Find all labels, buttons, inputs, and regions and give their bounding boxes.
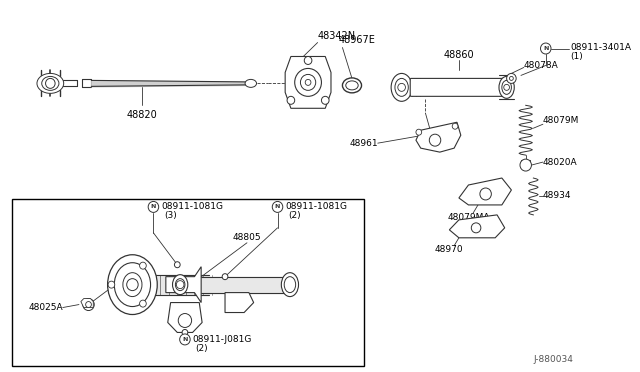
Circle shape — [272, 202, 283, 212]
Text: 08911-J081G: 08911-J081G — [193, 335, 252, 344]
Text: 08911-1081G: 08911-1081G — [285, 202, 347, 211]
Circle shape — [471, 223, 481, 233]
Circle shape — [45, 78, 55, 89]
Circle shape — [140, 300, 147, 307]
Text: 48934: 48934 — [543, 192, 572, 201]
Ellipse shape — [173, 275, 188, 295]
Ellipse shape — [499, 76, 515, 98]
Circle shape — [507, 73, 516, 83]
Circle shape — [305, 79, 311, 86]
Circle shape — [300, 74, 316, 90]
Ellipse shape — [245, 79, 257, 87]
Circle shape — [83, 299, 94, 311]
Text: (2): (2) — [195, 344, 208, 353]
Text: (3): (3) — [164, 211, 177, 220]
FancyBboxPatch shape — [410, 78, 508, 96]
Ellipse shape — [391, 73, 412, 101]
Circle shape — [148, 202, 159, 212]
Circle shape — [287, 96, 294, 104]
Ellipse shape — [108, 255, 157, 314]
Text: 48342N: 48342N — [317, 31, 356, 41]
Circle shape — [504, 84, 509, 90]
Circle shape — [140, 262, 147, 269]
Text: N: N — [151, 205, 156, 209]
Polygon shape — [416, 122, 461, 152]
Text: 48079MA: 48079MA — [447, 214, 490, 222]
Text: 48020A: 48020A — [543, 158, 577, 167]
Text: N: N — [182, 337, 188, 342]
Text: 48967E: 48967E — [339, 35, 375, 45]
Polygon shape — [168, 302, 202, 333]
Text: 48961: 48961 — [349, 139, 378, 148]
Text: 08911-3401A: 08911-3401A — [571, 43, 632, 52]
Text: 48078A: 48078A — [524, 61, 559, 70]
Text: 48079M: 48079M — [543, 116, 579, 125]
Circle shape — [180, 334, 190, 345]
Circle shape — [398, 83, 405, 92]
Circle shape — [108, 281, 115, 288]
Text: N: N — [543, 46, 548, 51]
Circle shape — [179, 314, 191, 327]
Text: 48025A: 48025A — [28, 303, 63, 312]
Ellipse shape — [342, 78, 362, 93]
Circle shape — [520, 159, 531, 171]
Ellipse shape — [282, 273, 298, 296]
Circle shape — [177, 280, 184, 289]
Text: (2): (2) — [288, 211, 301, 220]
Polygon shape — [449, 215, 505, 238]
Circle shape — [294, 68, 321, 96]
Ellipse shape — [395, 78, 408, 96]
Text: 48970: 48970 — [435, 245, 463, 254]
Text: 48805: 48805 — [233, 233, 261, 242]
Text: (1): (1) — [571, 52, 583, 61]
Ellipse shape — [42, 76, 59, 90]
Ellipse shape — [284, 277, 296, 293]
Circle shape — [509, 76, 513, 80]
Polygon shape — [225, 293, 253, 312]
Ellipse shape — [346, 81, 358, 90]
Circle shape — [541, 43, 551, 54]
Circle shape — [321, 96, 329, 104]
Polygon shape — [459, 178, 511, 205]
Circle shape — [222, 274, 228, 280]
Circle shape — [480, 188, 492, 200]
Ellipse shape — [123, 273, 142, 296]
Text: 08911-1081G: 08911-1081G — [161, 202, 223, 211]
Text: 48860: 48860 — [444, 51, 474, 61]
Circle shape — [452, 123, 458, 129]
Ellipse shape — [37, 73, 64, 93]
Polygon shape — [81, 299, 93, 308]
Circle shape — [175, 262, 180, 268]
Ellipse shape — [115, 263, 150, 307]
Text: J-880034: J-880034 — [534, 355, 573, 364]
Text: N: N — [275, 205, 280, 209]
Polygon shape — [285, 57, 331, 108]
Bar — [521, 160, 531, 166]
Circle shape — [429, 134, 441, 146]
Circle shape — [127, 279, 138, 291]
Polygon shape — [166, 267, 201, 302]
Text: 48820: 48820 — [127, 110, 157, 120]
Circle shape — [86, 302, 92, 308]
Circle shape — [416, 129, 422, 135]
Circle shape — [182, 330, 188, 336]
Bar — [12, 199, 364, 366]
Ellipse shape — [502, 80, 511, 94]
Ellipse shape — [175, 279, 185, 291]
Circle shape — [304, 57, 312, 64]
